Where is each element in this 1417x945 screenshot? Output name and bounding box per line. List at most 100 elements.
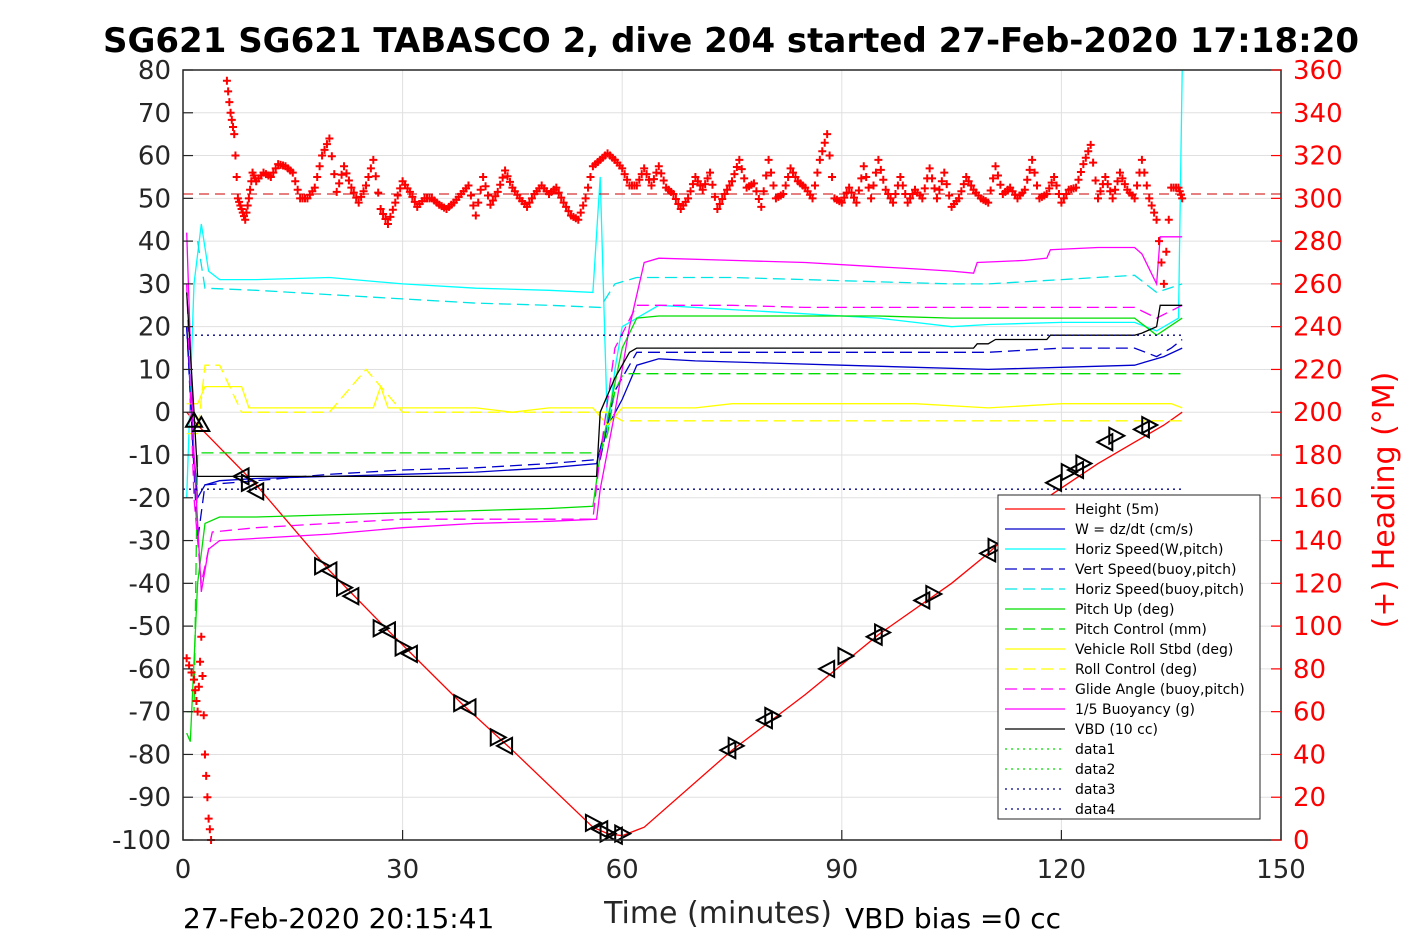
heading-point — [713, 205, 722, 214]
heading-point — [828, 172, 837, 181]
heading-point — [204, 814, 213, 823]
heading-point — [696, 181, 705, 190]
heading-point — [642, 170, 651, 179]
y-tick-label: -30 — [129, 527, 171, 557]
heading-point — [586, 172, 595, 181]
y-tick-label: -20 — [129, 484, 171, 514]
heading-point — [1162, 247, 1171, 256]
heading-point — [244, 194, 253, 203]
heading-point — [1106, 187, 1115, 196]
heading-point — [1057, 198, 1066, 207]
y2-tick-label: 60 — [1293, 698, 1326, 728]
heading-point — [957, 187, 966, 196]
heading-point — [1030, 168, 1039, 177]
heading-point — [564, 207, 573, 216]
heading-point — [410, 197, 419, 206]
heading-point — [930, 184, 939, 193]
x-tick-label: 0 — [175, 855, 192, 885]
heading-point — [243, 201, 252, 210]
heading-point — [989, 174, 998, 183]
heading-point — [1086, 140, 1095, 149]
y-tick-label: 30 — [138, 270, 171, 300]
heading-point — [310, 183, 319, 192]
heading-point — [815, 155, 824, 164]
legend-label-15: data4 — [1075, 802, 1116, 818]
heading-point — [886, 194, 895, 203]
heading-point — [706, 168, 715, 177]
triangle-marker — [1075, 453, 1094, 474]
triangle-marker — [987, 537, 1006, 557]
heading-point — [479, 172, 488, 181]
y-tick-label: 80 — [138, 56, 171, 86]
chart-title: SG621 SG621 TABASCO 2, dive 204 started … — [103, 21, 1359, 61]
heading-point — [525, 198, 534, 207]
heading-point — [649, 175, 658, 184]
heading-point — [845, 183, 854, 192]
heading-point — [784, 172, 793, 181]
triangle-marker — [764, 706, 783, 726]
heading-point — [187, 668, 196, 677]
heading-point — [194, 682, 203, 691]
heading-point — [1074, 175, 1083, 184]
heading-point — [940, 168, 949, 177]
heading-point — [1150, 208, 1159, 217]
heading-point — [693, 177, 702, 186]
heading-point — [1142, 181, 1151, 190]
y2-tick-label: 80 — [1293, 655, 1326, 685]
heading-point — [246, 185, 255, 194]
heading-point — [1133, 181, 1142, 190]
heading-point — [1147, 201, 1156, 210]
heading-point — [562, 202, 571, 211]
heading-point — [732, 162, 741, 171]
triangle-marker — [394, 637, 413, 658]
heading-point — [730, 170, 739, 179]
y2-tick-label: 260 — [1293, 270, 1343, 300]
heading-point — [688, 180, 697, 189]
y2-tick-label: 280 — [1293, 227, 1343, 257]
heading-point — [935, 185, 944, 194]
series-line-0 — [186, 411, 1183, 837]
y-tick-label: 40 — [138, 227, 171, 257]
triangle-marker — [584, 813, 604, 833]
y-tick-label: 60 — [138, 142, 171, 172]
heading-point — [182, 654, 191, 663]
heading-point — [1178, 194, 1187, 203]
heading-point — [674, 200, 683, 209]
heading-point — [1047, 178, 1056, 187]
heading-point — [199, 711, 208, 720]
y2-tick-label: 320 — [1293, 142, 1343, 172]
heading-point — [740, 174, 749, 183]
triangle-marker — [399, 644, 418, 664]
heading-point — [1020, 185, 1029, 194]
triangle-marker — [336, 577, 355, 598]
heading-point — [344, 176, 353, 185]
heading-point — [1115, 168, 1124, 177]
heading-point — [200, 750, 209, 759]
heading-point — [925, 164, 934, 173]
heading-point — [391, 198, 400, 207]
heading-point — [231, 151, 240, 160]
heading-point — [192, 696, 201, 705]
legend: Height (5m) W = dz/dt (cm/s) Horiz Speed(W… — [997, 494, 1261, 820]
heading-point — [342, 169, 351, 178]
series-line-3 — [186, 326, 1183, 541]
heading-point — [779, 190, 788, 199]
footer-vbd-bias: VBD bias =0 cc — [845, 902, 1061, 935]
heading-point — [1094, 194, 1102, 203]
heading-point — [354, 198, 363, 207]
heading-point — [854, 186, 863, 195]
heading-point — [1152, 215, 1161, 224]
y-tick-label: -10 — [129, 441, 171, 471]
y2-tick-label: 120 — [1293, 569, 1343, 599]
legend-label-5: Pitch Up (deg) — [1075, 602, 1174, 618]
heading-point — [230, 130, 239, 139]
legend-label-12: data1 — [1075, 742, 1115, 758]
heading-point — [501, 166, 510, 175]
heading-point — [486, 200, 495, 209]
heading-point — [879, 175, 888, 184]
heading-point — [852, 198, 861, 207]
y-tick-label: 20 — [138, 313, 171, 343]
heading-point — [869, 181, 878, 190]
heading-point — [1052, 181, 1061, 190]
heading-point — [349, 188, 358, 197]
